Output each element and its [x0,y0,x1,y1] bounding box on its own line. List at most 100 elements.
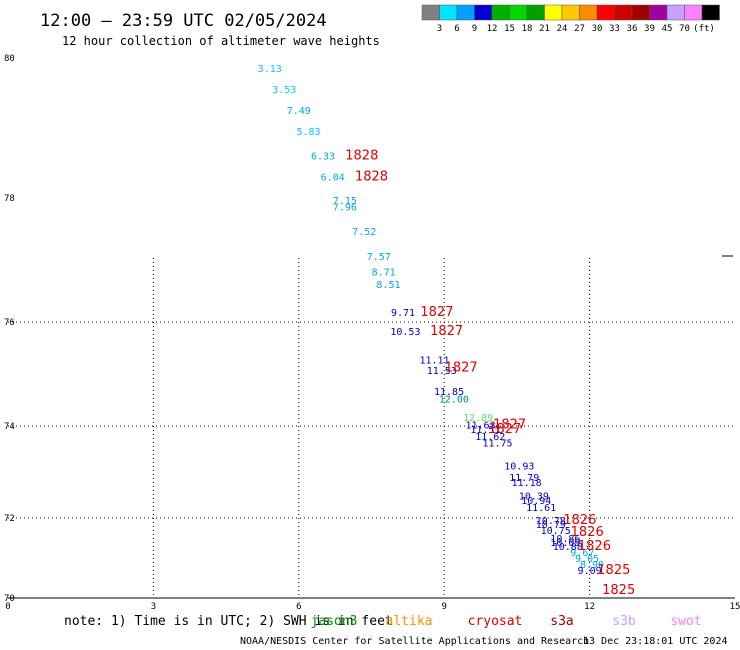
y-tick-label: 72 [4,514,15,524]
wave-height-label: 10.93 [504,462,534,473]
chart-subtitle: 12 hour collection of altimeter wave hei… [62,34,380,48]
color-scale-label: 18 [522,24,533,34]
wave-height-label: 11.62 [475,432,505,443]
pass-number-label: 1825 [597,563,630,578]
wave-height-label: 10.39 [519,492,549,503]
y-tick-label: 74 [4,422,15,432]
wave-height-label: 8.71 [372,268,396,279]
y-tick-label: 78 [4,194,15,204]
pass-number-label: 1827 [445,360,478,375]
y-tick-label: 76 [4,318,15,328]
color-scale-label: 24 [557,24,568,34]
wave-height-label: 5.83 [296,127,320,138]
wave-height-label: 9.71 [391,308,415,319]
satellite-legend-entry: s3b [612,614,636,629]
x-tick-label: 6 [296,602,301,612]
pass-number-label: 1828 [355,170,388,185]
color-swatch [579,4,598,21]
color-swatch [526,4,545,21]
wave-height-label: 11.18 [512,478,542,489]
x-tick-label: 3 [151,602,156,612]
color-scale-label: 15 [504,24,515,34]
wave-height-label: 7.49 [287,106,311,117]
satellite-legend: jason3 altika cryosat s3a s3b swot [311,614,702,629]
color-scale-label: 33 [609,24,620,34]
wave-height-label: 11.51 [470,425,500,436]
wave-height-label: 12.00 [439,395,469,406]
wave-height-label: 11.61 [526,503,556,514]
satellite-legend-entry: s3a [550,614,573,629]
wave-height-label: 9.67 [570,548,594,559]
wave-height-label: 7.15 [333,196,357,207]
color-swatch [701,4,720,21]
color-scale-label: 45 [662,24,673,34]
wave-height-label: 9.09 [578,566,602,577]
pass-number-label: 1827 [430,324,463,339]
footer-credit: NOAA/NESDIS Center for Satellite Applica… [240,636,589,647]
wave-height-label: 10.86 [550,534,580,545]
color-scale-label: 70 [679,24,690,34]
color-swatch [631,4,650,21]
wave-height-label: 8.51 [376,280,400,291]
wave-height-values: 3.13 3.53 7.49 5.83 6.33 6.04 7.157.96 7.52 7.57… [258,64,604,577]
color-scale-label: 12 [487,24,498,34]
pass-number-label: 1827 [493,417,526,432]
color-swatch [456,4,475,21]
color-scale-unit: (ft) [693,24,715,34]
x-tick-label: 0 [5,602,10,612]
wave-height-label: 6.33 [311,152,335,163]
wave-height-label: 3.13 [258,64,282,75]
wave-height-label: 6.04 [321,173,345,184]
wave-height-label: 9.05 [575,554,599,565]
color-swatch [439,4,458,21]
x-tick-label: 9 [441,602,446,612]
color-swatch [684,4,703,21]
y-tick-label: 80 [4,54,15,64]
color-scale-label: 3 [437,24,442,34]
wave-height-label: 7.96 [333,202,357,213]
wave-height-label: 7.57 [367,252,391,263]
wave-height-label: 10.78 [536,516,566,527]
axis-ticks: 0 3 6 9 12 15 70 72 74 76 78 80 [4,54,740,612]
satellite-legend-entry: cryosat [468,614,523,629]
wave-height-label: 10.09 [550,538,580,549]
wave-height-label: 10.88 [553,542,583,553]
wave-height-label: 11.79 [509,473,539,484]
y-tick-label: 70 [4,594,15,604]
color-swatch [596,4,615,21]
pass-number-label: 1826 [571,525,604,540]
wave-height-label: 11.53 [427,366,457,377]
satellite-legend-entry: altika [386,614,433,629]
wave-height-label: 10.79 [536,520,566,531]
note-text: note: 1) Time is in UTC; 2) SWH is in fe… [64,614,393,629]
color-scale-label: 21 [539,24,550,34]
wave-height-label: 7.52 [352,227,376,238]
color-scale-label: 39 [644,24,655,34]
color-scale-label: 9 [472,24,477,34]
wave-height-label: 8.90 [580,560,604,571]
color-scale-legend: 3 6 9 12 15 18 21 24 27 30 33 36 39 45 70 (ft) [421,4,720,34]
color-swatch [491,4,510,21]
color-swatch [666,4,685,21]
wave-height-label: 10.53 [390,327,420,338]
wave-height-label: 12.89 [463,413,493,424]
color-scale-label: 36 [627,24,638,34]
pass-numbers: 1828182818271827182718271827182618261826… [345,149,635,599]
wave-height-label: 11.63 [465,420,495,431]
plot-grid [8,255,735,599]
x-tick-label: 15 [730,602,740,612]
pass-number-label: 1826 [578,539,611,554]
color-scale-label: 30 [592,24,603,34]
satellite-legend-entry: jason3 [311,614,358,629]
pass-number-label: 1828 [345,149,378,164]
color-swatch [509,4,528,21]
pass-number-label: 1827 [420,305,453,320]
wave-height-label: 10.75 [541,526,571,537]
pass-number-label: 1827 [488,422,521,437]
color-scale-label: 27 [574,24,585,34]
color-swatch [421,4,440,21]
pass-number-label: 1826 [563,513,596,528]
footer-timestamp: 13 Dec 23:18:01 UTC 2024 [583,636,728,647]
wave-height-label: 11.11 [419,356,449,367]
wave-height-label: 11.85 [434,387,464,398]
